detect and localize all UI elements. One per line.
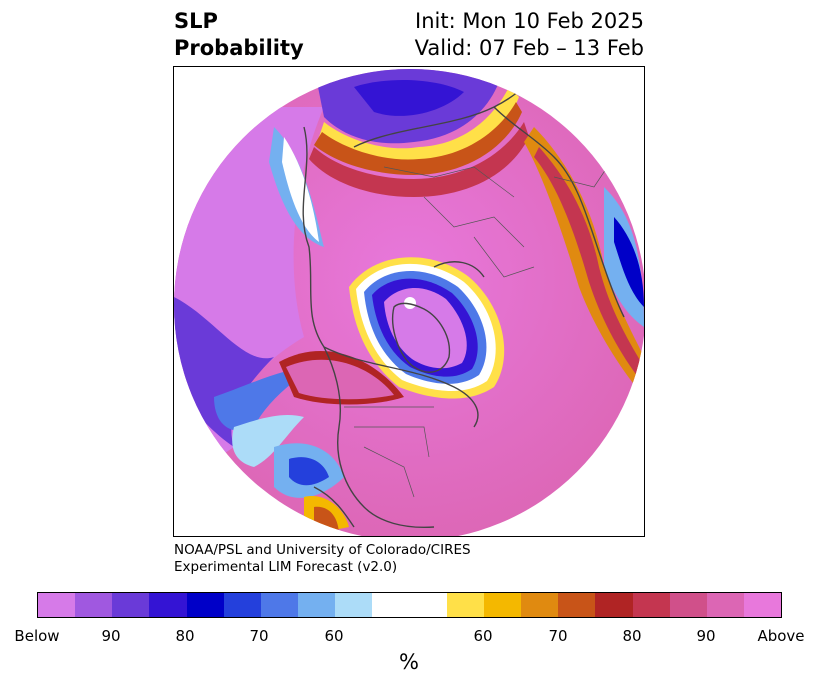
colorbar-tick-label: 70 <box>249 627 269 645</box>
probability-field <box>174 69 644 536</box>
valid-range: Valid: 07 Feb – 13 Feb <box>414 36 644 60</box>
colorbar-cell <box>409 593 447 617</box>
plot-dates: Init: Mon 10 Feb 2025 Valid: 07 Feb – 13… <box>415 8 644 62</box>
colorbar-tick-label: 70 <box>548 627 568 645</box>
title-variable: SLP <box>174 9 218 33</box>
colorbar-cell <box>186 593 224 617</box>
colorbar-cell <box>149 593 187 617</box>
colorbar-cell <box>706 593 744 617</box>
colorbar-tick-label: Above <box>757 627 805 645</box>
colorbar-cell <box>223 593 261 617</box>
colorbar-cell <box>743 593 782 617</box>
colorbar-cell <box>558 593 596 617</box>
colorbar-cell <box>632 593 670 617</box>
title-metric: Probability <box>174 36 304 60</box>
colorbar-tick-label: 60 <box>473 627 493 645</box>
colorbar-cell <box>669 593 707 617</box>
colorbar-cell <box>38 593 76 617</box>
plot-title: SLP Probability <box>174 8 304 62</box>
colorbar-cell <box>595 593 633 617</box>
credit-line-1: NOAA/PSL and University of Colorado/CIRE… <box>174 542 471 558</box>
colorbar-tick-label: 90 <box>101 627 121 645</box>
pacific-below-deep <box>174 297 274 447</box>
credit-text: NOAA/PSL and University of Colorado/CIRE… <box>174 542 471 576</box>
colorbar-tick-label: 60 <box>324 627 344 645</box>
colorbar-cell <box>372 593 410 617</box>
colorbar-cell <box>335 593 373 617</box>
coastlines <box>302 76 625 529</box>
colorbar-cell <box>446 593 484 617</box>
colorbar-tick-label: Below <box>14 627 60 645</box>
colorbar-tick-label: 80 <box>175 627 195 645</box>
colorbar-cell <box>483 593 522 617</box>
borders <box>344 156 615 498</box>
polar-map <box>174 69 644 536</box>
colorbar-tick-label: 80 <box>622 627 642 645</box>
colorbar-cell <box>521 593 559 617</box>
credit-line-2: Experimental LIM Forecast (v2.0) <box>174 559 398 575</box>
colorbar-unit: % <box>399 650 419 674</box>
colorbar-tick-label: 90 <box>696 627 716 645</box>
colorbar-cell <box>260 593 299 617</box>
colorbar-cell <box>112 593 150 617</box>
colorbar-cell <box>75 593 113 617</box>
map-panel <box>173 66 645 537</box>
colorbar-cell <box>298 593 336 617</box>
init-date: Init: Mon 10 Feb 2025 <box>415 9 644 33</box>
colorbar <box>37 592 782 618</box>
